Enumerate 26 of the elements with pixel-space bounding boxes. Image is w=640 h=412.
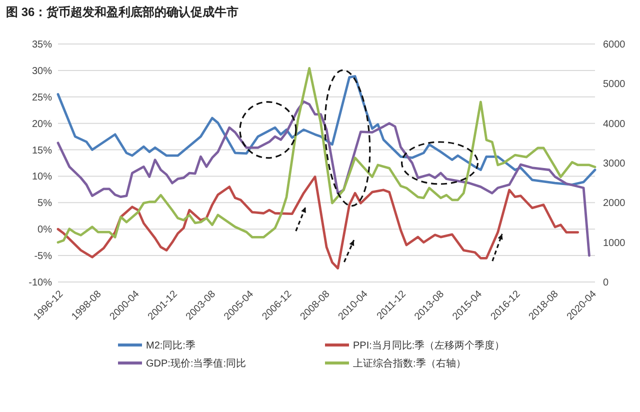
y-tick-label: -5% <box>34 251 52 262</box>
chart-title: 图 36：货币超发和盈利底部的确认促成牛市 <box>6 5 239 19</box>
y2-tick-label: 5000 <box>603 79 626 90</box>
y2-tick-label: 1000 <box>603 238 626 249</box>
line-series <box>56 75 596 186</box>
legend-label: M2:同比:季 <box>146 340 196 352</box>
y-tick-label: 5% <box>38 198 52 210</box>
y2-tick-label: 2000 <box>603 198 626 210</box>
y-tick-label: 35% <box>32 40 52 50</box>
y-tick-label: 10% <box>32 172 52 183</box>
y-tick-label: 20% <box>32 118 52 130</box>
y2-tick-label: 6000 <box>603 40 626 50</box>
y-tick-label: -10% <box>28 278 52 288</box>
y-tick-label: 25% <box>32 92 52 104</box>
legend-label: 上证综合指数:季（右轴） <box>353 358 466 370</box>
y2-tick-label: 0 <box>603 278 609 288</box>
y-tick-label: 15% <box>32 145 52 156</box>
legend-label: GDP:现价:当季值:同比 <box>146 358 246 370</box>
y2-tick-label: 4000 <box>603 118 626 130</box>
line-series <box>56 176 580 270</box>
line-series <box>56 100 590 257</box>
legend-label: PPI:当月同比:季（左移两个季度） <box>353 340 505 352</box>
y-tick-label: 0% <box>38 224 52 236</box>
line-series <box>56 66 596 244</box>
y-tick-label: 30% <box>32 66 52 77</box>
y2-tick-label: 3000 <box>603 158 626 170</box>
